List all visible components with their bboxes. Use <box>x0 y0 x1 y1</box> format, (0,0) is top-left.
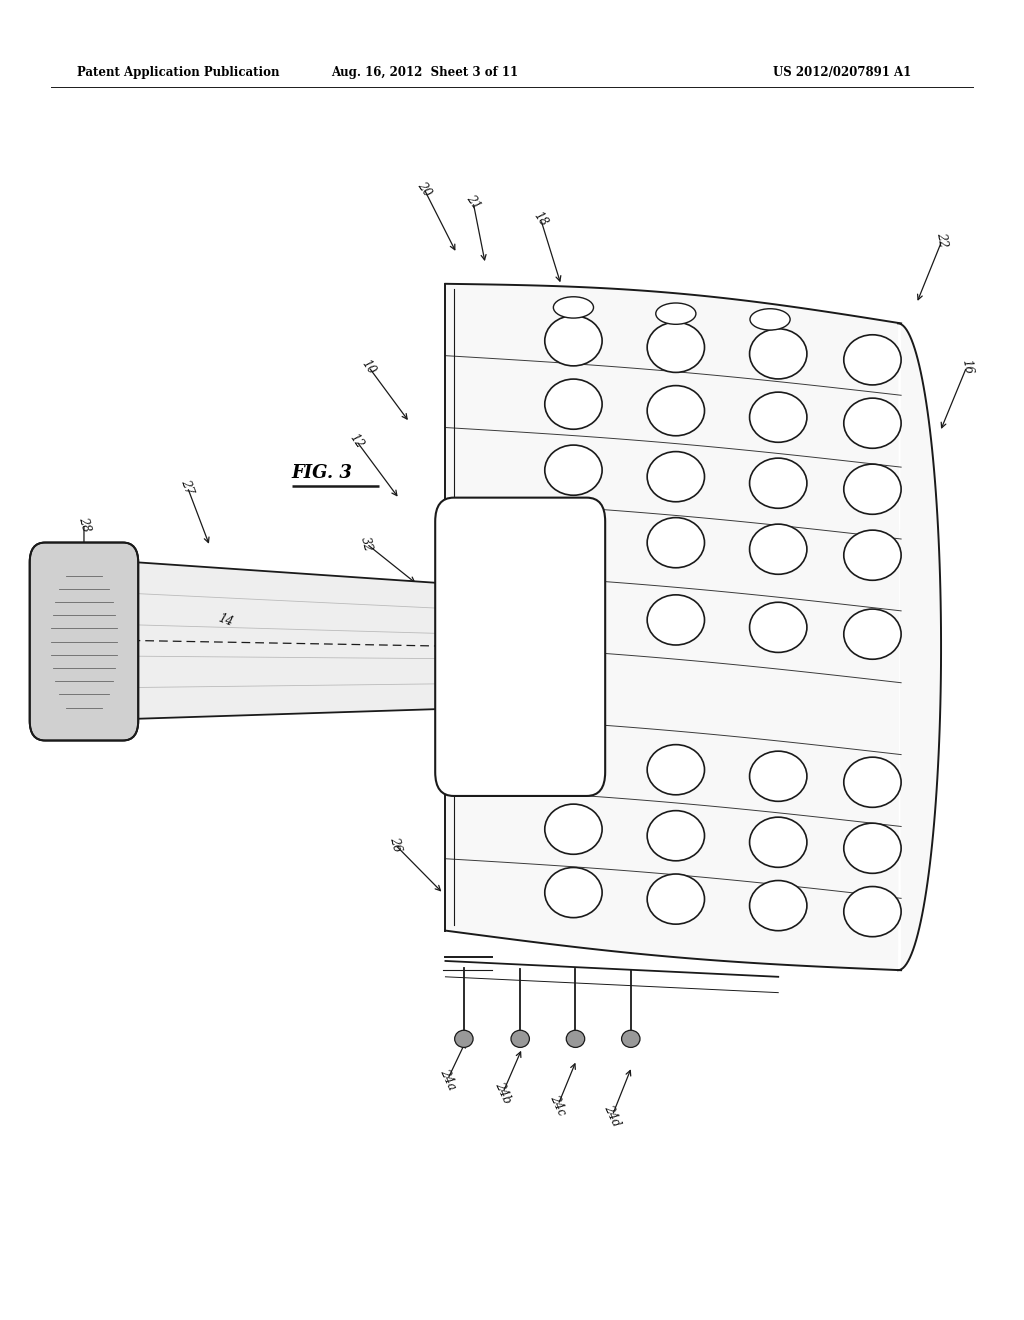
Polygon shape <box>445 515 492 772</box>
Ellipse shape <box>750 751 807 801</box>
Text: 32: 32 <box>358 535 375 553</box>
Text: 28: 28 <box>76 515 92 533</box>
Ellipse shape <box>647 874 705 924</box>
Text: 27: 27 <box>179 478 196 496</box>
Ellipse shape <box>750 392 807 442</box>
Ellipse shape <box>545 315 602 366</box>
Ellipse shape <box>844 335 901 385</box>
Text: 24b: 24b <box>493 1080 513 1106</box>
Ellipse shape <box>647 595 705 645</box>
Text: 24c: 24c <box>548 1092 568 1118</box>
Text: US 2012/0207891 A1: US 2012/0207891 A1 <box>773 66 911 79</box>
Ellipse shape <box>566 1030 585 1048</box>
Ellipse shape <box>545 379 602 429</box>
Ellipse shape <box>647 385 705 436</box>
Text: Patent Application Publication: Patent Application Publication <box>77 66 280 79</box>
Ellipse shape <box>844 399 901 449</box>
Ellipse shape <box>545 445 602 495</box>
Text: Aug. 16, 2012  Sheet 3 of 11: Aug. 16, 2012 Sheet 3 of 11 <box>332 66 518 79</box>
Text: 24a: 24a <box>437 1067 458 1093</box>
Ellipse shape <box>647 810 705 861</box>
Text: 26: 26 <box>387 836 403 854</box>
Ellipse shape <box>844 887 901 937</box>
Ellipse shape <box>844 609 901 659</box>
Text: FIG. 3: FIG. 3 <box>292 463 352 482</box>
Ellipse shape <box>750 817 807 867</box>
Ellipse shape <box>844 465 901 515</box>
Polygon shape <box>118 561 445 719</box>
Ellipse shape <box>647 322 705 372</box>
Text: 10: 10 <box>359 358 378 376</box>
Text: 22: 22 <box>934 232 950 248</box>
FancyBboxPatch shape <box>435 498 605 796</box>
Text: 24d: 24d <box>602 1102 623 1129</box>
Ellipse shape <box>647 517 705 568</box>
Text: 21: 21 <box>464 193 482 211</box>
FancyBboxPatch shape <box>30 543 138 741</box>
Ellipse shape <box>844 758 901 808</box>
Polygon shape <box>445 284 941 970</box>
Ellipse shape <box>844 824 901 874</box>
Text: 14: 14 <box>216 611 234 630</box>
Text: 12: 12 <box>347 432 366 450</box>
Ellipse shape <box>553 297 594 318</box>
Ellipse shape <box>750 309 791 330</box>
Ellipse shape <box>647 744 705 795</box>
Ellipse shape <box>545 867 602 917</box>
Ellipse shape <box>622 1030 640 1048</box>
Text: 18: 18 <box>531 210 550 228</box>
Ellipse shape <box>545 804 602 854</box>
Ellipse shape <box>455 1030 473 1048</box>
Ellipse shape <box>647 451 705 502</box>
Ellipse shape <box>750 602 807 652</box>
Ellipse shape <box>750 458 807 508</box>
Ellipse shape <box>750 880 807 931</box>
Text: 16: 16 <box>958 359 975 375</box>
Text: 20: 20 <box>415 180 433 198</box>
Ellipse shape <box>750 524 807 574</box>
Ellipse shape <box>750 329 807 379</box>
Ellipse shape <box>844 531 901 581</box>
Ellipse shape <box>511 1030 529 1048</box>
Ellipse shape <box>655 304 696 325</box>
